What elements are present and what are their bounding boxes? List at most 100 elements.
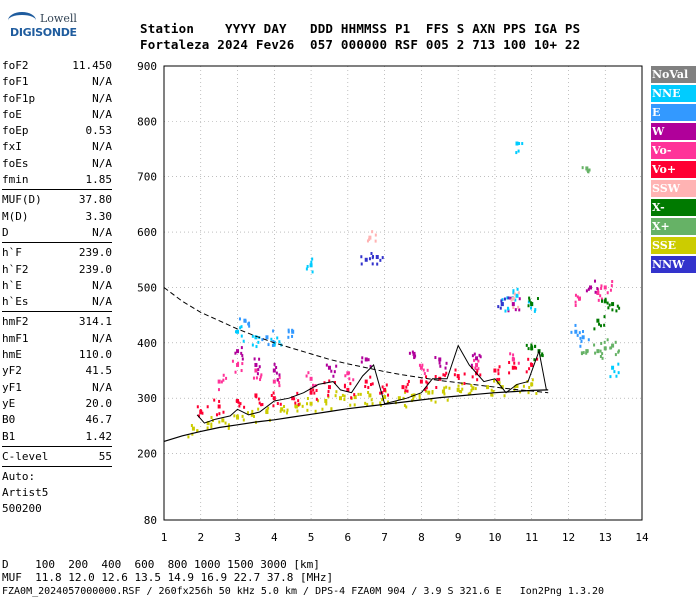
echo-point — [506, 306, 509, 310]
param-value: 1.85 — [85, 173, 113, 187]
echo-point — [442, 373, 445, 377]
echo-point — [258, 357, 261, 361]
param-label: foEs — [2, 156, 29, 170]
echo-point — [587, 338, 590, 342]
echo-point — [330, 369, 333, 373]
echo-point — [448, 386, 451, 390]
echo-point — [594, 279, 597, 283]
echo-point — [534, 308, 537, 312]
echo-point — [581, 166, 584, 170]
param-value: 0.53 — [85, 124, 113, 138]
param-value: 239.0 — [78, 246, 112, 260]
echo-point — [599, 324, 602, 328]
echo-point — [585, 351, 588, 355]
echo-point — [596, 287, 599, 291]
echo-point — [323, 381, 326, 385]
param-row: yF1 N/A — [2, 380, 112, 396]
echo-point — [218, 399, 221, 403]
echo-point — [518, 142, 521, 146]
echo-point — [309, 376, 313, 381]
echo-point — [412, 397, 415, 401]
echo-point — [360, 255, 363, 259]
echo-point — [493, 368, 497, 373]
echo-point — [294, 401, 297, 405]
param-value: N/A — [92, 295, 112, 309]
echo-point — [576, 295, 579, 299]
echo-point — [191, 426, 195, 431]
echo-point — [379, 391, 382, 395]
divider — [2, 311, 112, 313]
x-tick-label: 9 — [455, 531, 462, 544]
legend-x-minus: X- — [651, 199, 696, 216]
echo-point — [598, 322, 601, 326]
params-group-1: foF2 11.450 foF1 N/A foF1p N/A foE N/A foEp 0… — [2, 58, 112, 188]
param-label: hmF2 — [2, 315, 29, 329]
echo-point — [298, 402, 301, 406]
echo-point — [252, 414, 255, 418]
echo-point — [291, 328, 294, 332]
station-header-labels: Station YYYY DAY DDD HHMMSS P1 FFS S AXN… — [140, 21, 581, 36]
echo-point — [497, 368, 500, 372]
y-tick-label: 200 — [137, 448, 157, 461]
echo-point — [593, 327, 596, 331]
echo-point — [596, 291, 600, 295]
echo-point — [515, 366, 518, 370]
echo-point — [328, 379, 331, 383]
echo-point — [199, 409, 202, 413]
param-label: hmE — [2, 348, 22, 362]
param-row: fxI N/A — [2, 139, 112, 155]
echo-point — [242, 418, 245, 422]
echo-point — [296, 391, 299, 395]
echo-point — [528, 298, 531, 302]
echo-point — [241, 354, 244, 358]
param-label: h`E — [2, 278, 22, 292]
echo-point — [514, 308, 517, 312]
echo-point — [611, 280, 614, 284]
echo-point — [306, 264, 309, 268]
echo-point — [603, 315, 606, 319]
echo-point — [321, 407, 324, 411]
echo-point — [275, 366, 278, 370]
echo-point — [608, 303, 611, 307]
echo-point — [438, 361, 441, 365]
param-label: yF2 — [2, 364, 22, 378]
echo-point — [599, 294, 602, 298]
echo-point — [434, 400, 437, 404]
param-label: yE — [2, 396, 16, 410]
echo-point — [501, 298, 504, 302]
echo-point — [283, 409, 286, 413]
echo-point — [593, 343, 596, 347]
echo-point — [600, 286, 603, 290]
echo-point — [600, 284, 603, 288]
param-label: fxI — [2, 140, 22, 154]
echo-point — [287, 330, 290, 334]
echo-point — [486, 385, 490, 390]
echo-point — [503, 394, 506, 398]
echo-point — [405, 405, 408, 409]
scaled-trace-line — [196, 344, 547, 424]
echo-point — [431, 391, 434, 395]
param-value: 46.7 — [85, 413, 113, 427]
echo-point — [311, 257, 314, 261]
legend-e: E — [651, 104, 696, 121]
echo-point — [601, 352, 604, 356]
param-row: foE N/A — [2, 107, 112, 123]
param-row: foF2 11.450 — [2, 58, 112, 74]
param-value: N/A — [92, 91, 112, 105]
param-label: h`Es — [2, 295, 29, 309]
echo-point — [210, 422, 213, 426]
x-tick-label: 11 — [525, 531, 538, 544]
echo-point — [418, 393, 421, 397]
param-row: B1 1.42 — [2, 429, 112, 445]
echo-point — [349, 403, 352, 407]
echo-point — [287, 335, 290, 339]
echo-point — [498, 377, 501, 381]
echo-point — [458, 389, 461, 393]
echo-point — [425, 389, 428, 393]
echo-point — [206, 421, 210, 426]
echo-point — [457, 376, 460, 380]
echo-point — [413, 355, 416, 359]
echo-point — [600, 297, 603, 301]
echo-point — [617, 349, 620, 353]
